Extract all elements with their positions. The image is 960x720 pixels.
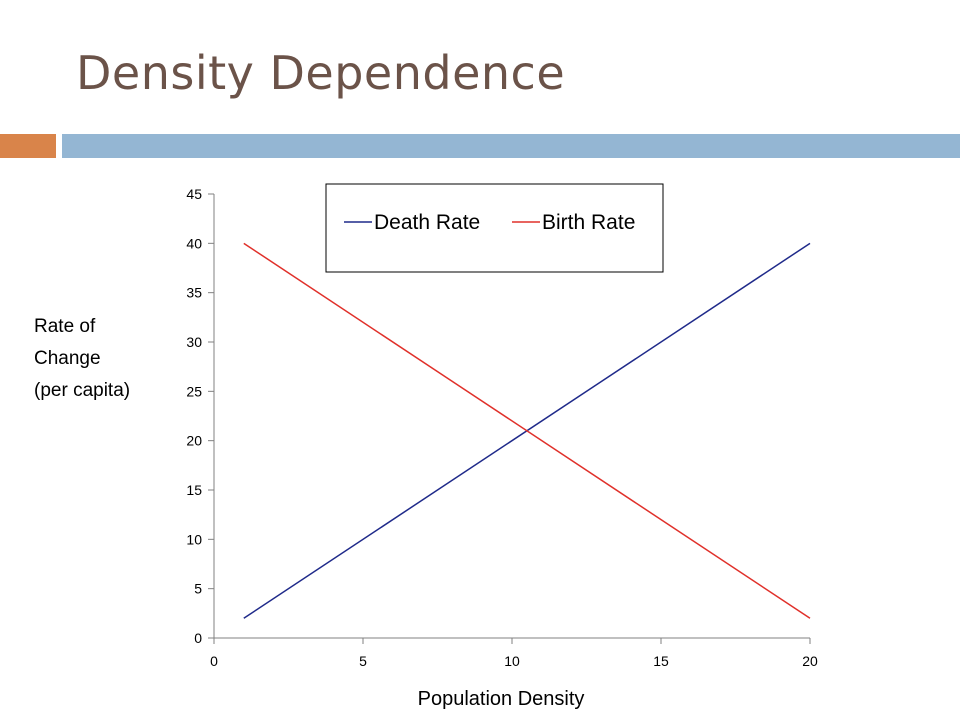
y-tick-label: 0 [194, 630, 202, 646]
x-tick-label: 15 [653, 653, 669, 669]
x-axis-label: Population Density [417, 688, 585, 710]
x-tick-label: 5 [359, 653, 367, 669]
y-tick-label: 20 [186, 433, 202, 449]
y-axis-label-line: Change [34, 348, 101, 369]
legend-label: Birth Rate [542, 211, 635, 234]
y-axis-label-line: (per capita) [34, 380, 131, 401]
accent-bar-blue [62, 134, 960, 158]
series-line-birth-rate [243, 242, 811, 619]
y-tick-label: 30 [186, 334, 202, 350]
x-tick-label: 10 [504, 653, 520, 669]
accent-bar-orange [0, 134, 56, 158]
y-axis-label: Rate of Change (per capita) [34, 311, 158, 407]
y-axis-label-line: Rate of [34, 316, 96, 337]
x-tick-label: 20 [802, 653, 818, 669]
y-tick-label: 25 [186, 383, 202, 399]
y-tick-label: 40 [186, 235, 202, 251]
legend-box [325, 183, 664, 273]
slide-title: Density Dependence [76, 46, 566, 100]
y-tick-label: 15 [186, 482, 202, 498]
y-tick-label: 35 [186, 285, 202, 301]
x-tick-label: 0 [210, 653, 218, 669]
legend-label: Death Rate [374, 211, 480, 234]
y-tick-label: 45 [186, 186, 202, 202]
y-tick-label: 10 [186, 531, 202, 547]
y-tick-label: 5 [194, 581, 202, 597]
